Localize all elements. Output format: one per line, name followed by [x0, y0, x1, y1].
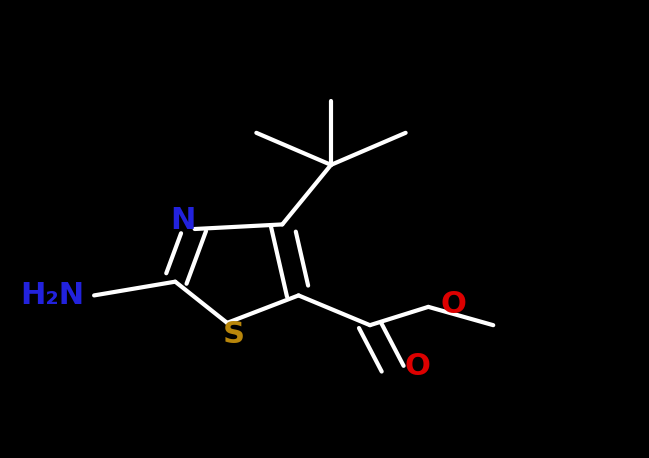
Text: H₂N: H₂N [20, 281, 84, 310]
Text: O: O [440, 290, 466, 319]
Text: S: S [223, 320, 245, 349]
Text: O: O [404, 352, 430, 381]
Text: N: N [170, 206, 196, 235]
